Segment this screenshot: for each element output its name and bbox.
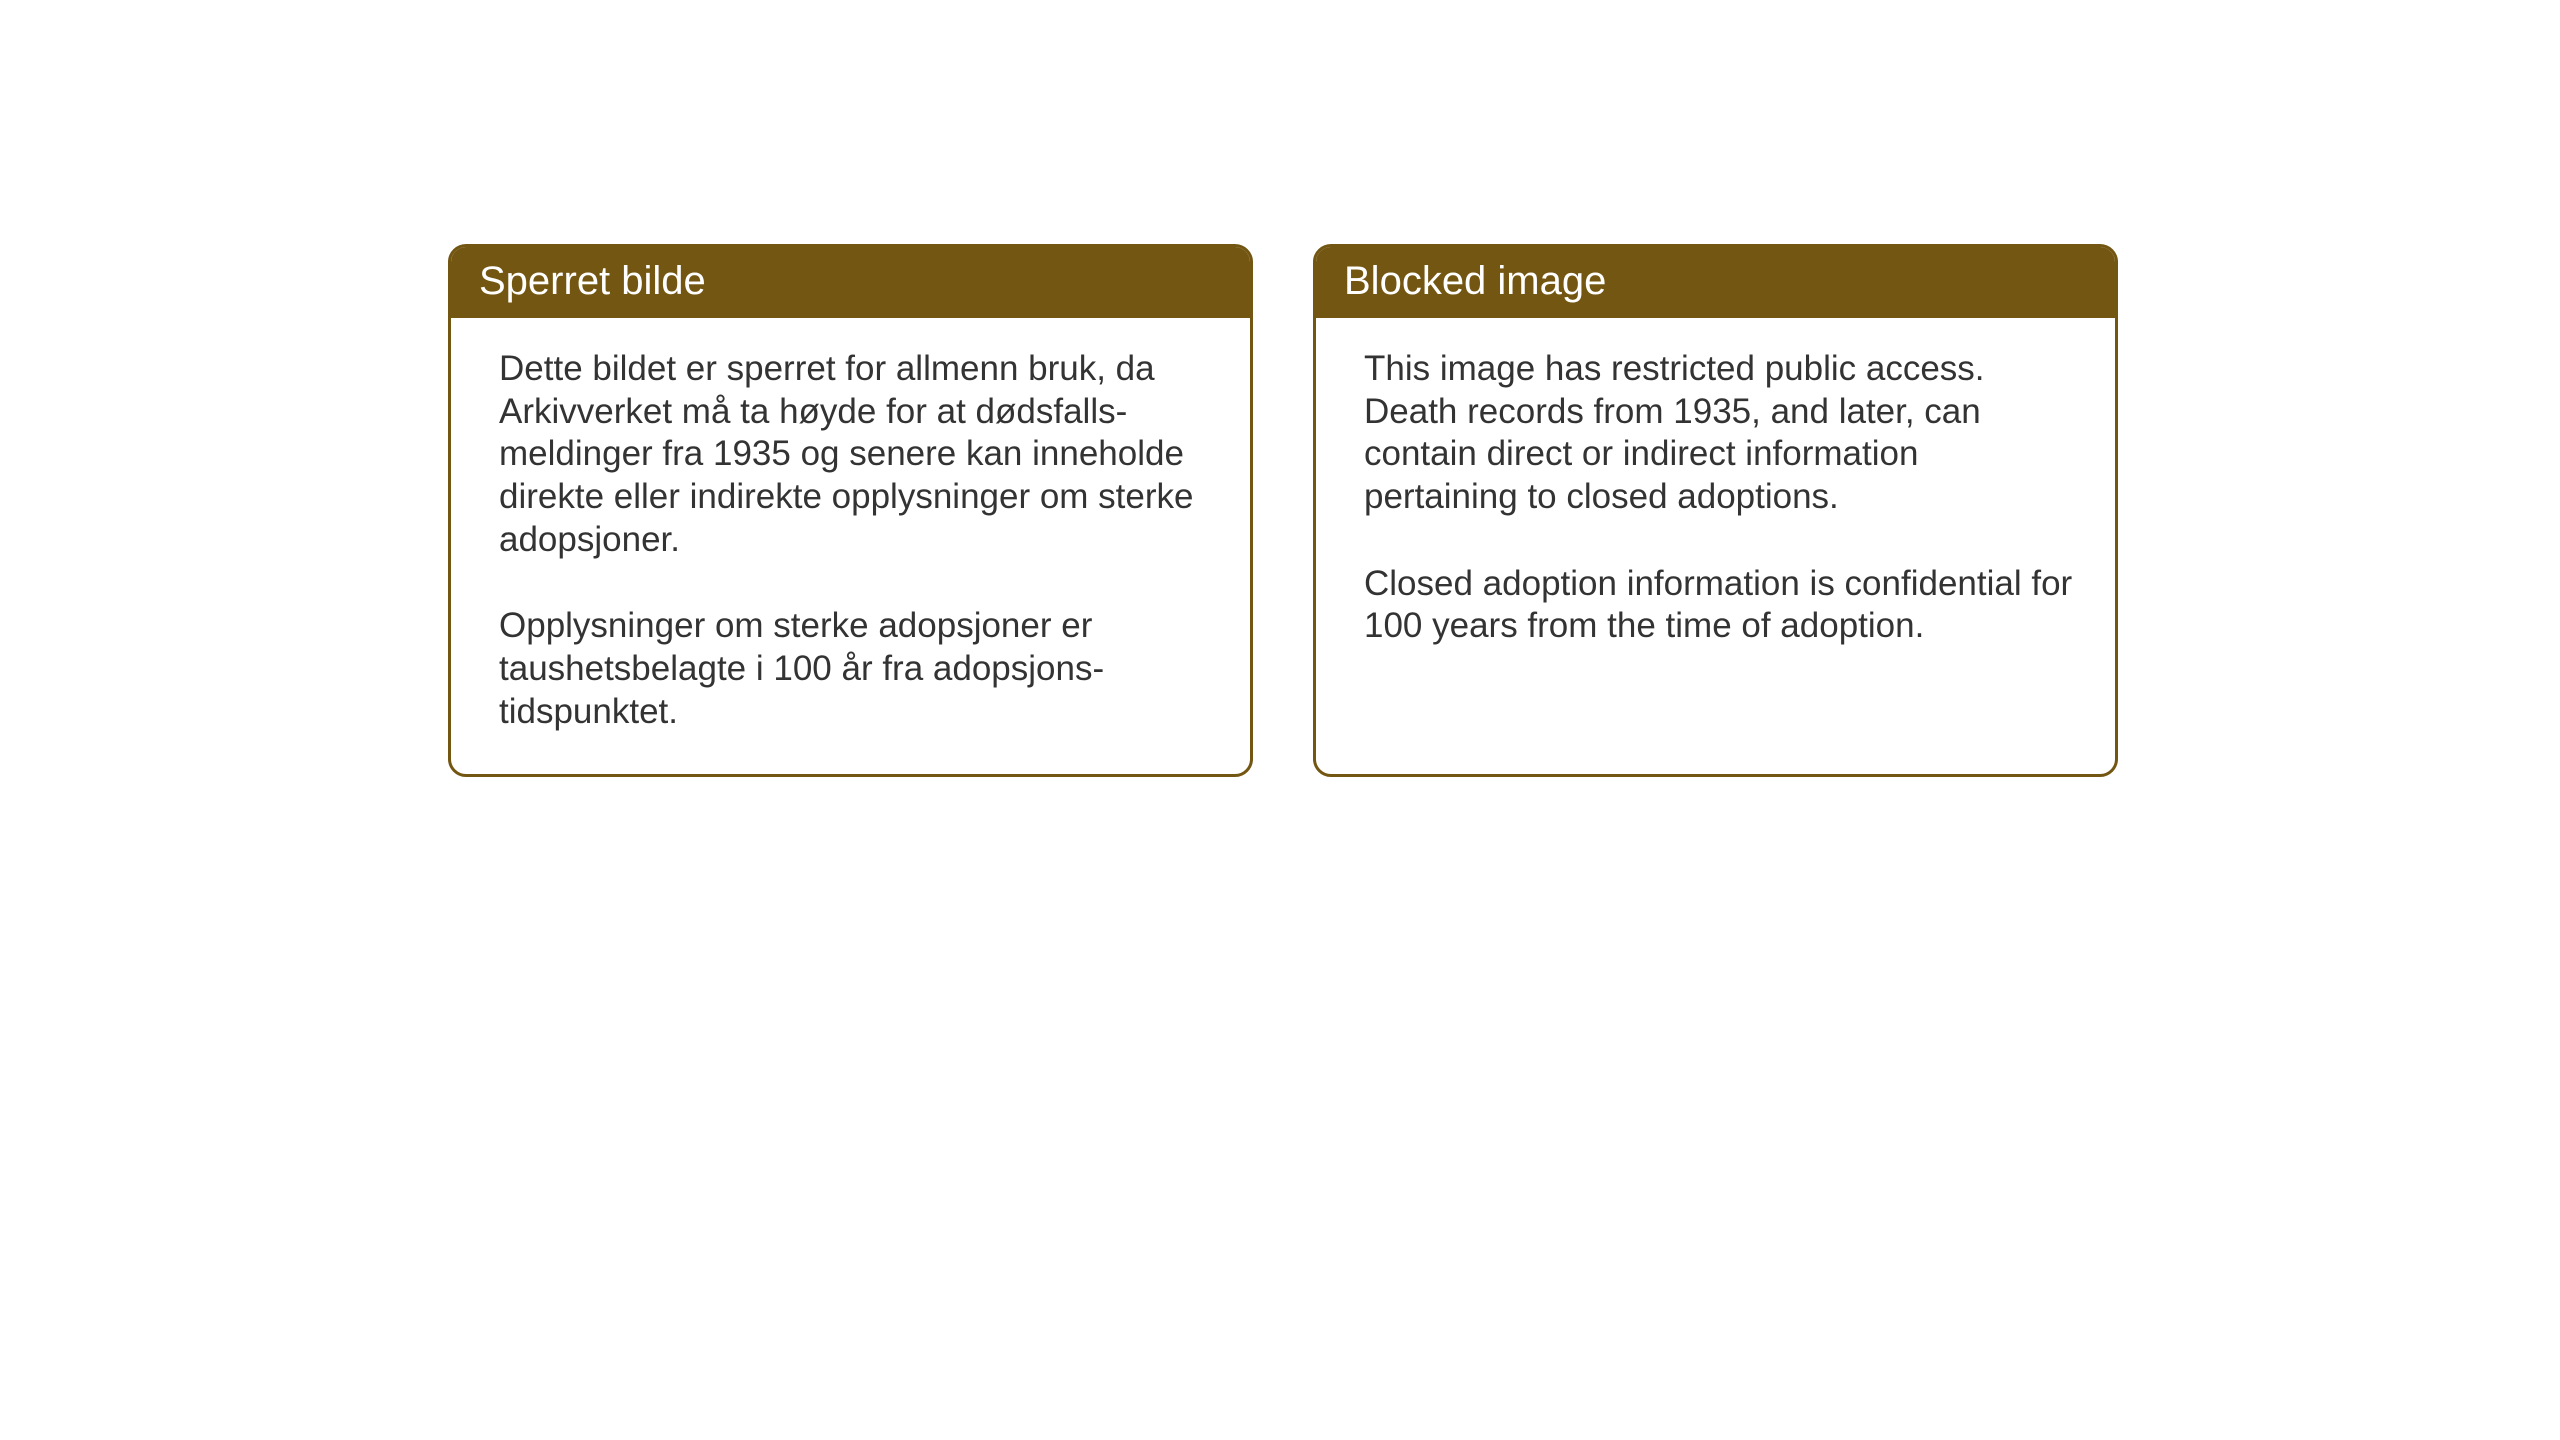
card-body-norwegian: Dette bildet er sperret for allmenn bruk… [451,318,1250,774]
notice-container: Sperret bilde Dette bildet er sperret fo… [448,244,2118,777]
notice-card-english: Blocked image This image has restricted … [1313,244,2118,777]
card-paragraph: This image has restricted public access.… [1364,348,2075,519]
card-body-english: This image has restricted public access.… [1316,318,2115,688]
notice-card-norwegian: Sperret bilde Dette bildet er sperret fo… [448,244,1253,777]
card-paragraph: Closed adoption information is confident… [1364,563,2075,648]
card-paragraph: Opplysninger om sterke adopsjoner er tau… [499,605,1210,733]
card-paragraph: Dette bildet er sperret for allmenn bruk… [499,348,1210,561]
card-header-english: Blocked image [1316,247,2115,318]
card-header-norwegian: Sperret bilde [451,247,1250,318]
